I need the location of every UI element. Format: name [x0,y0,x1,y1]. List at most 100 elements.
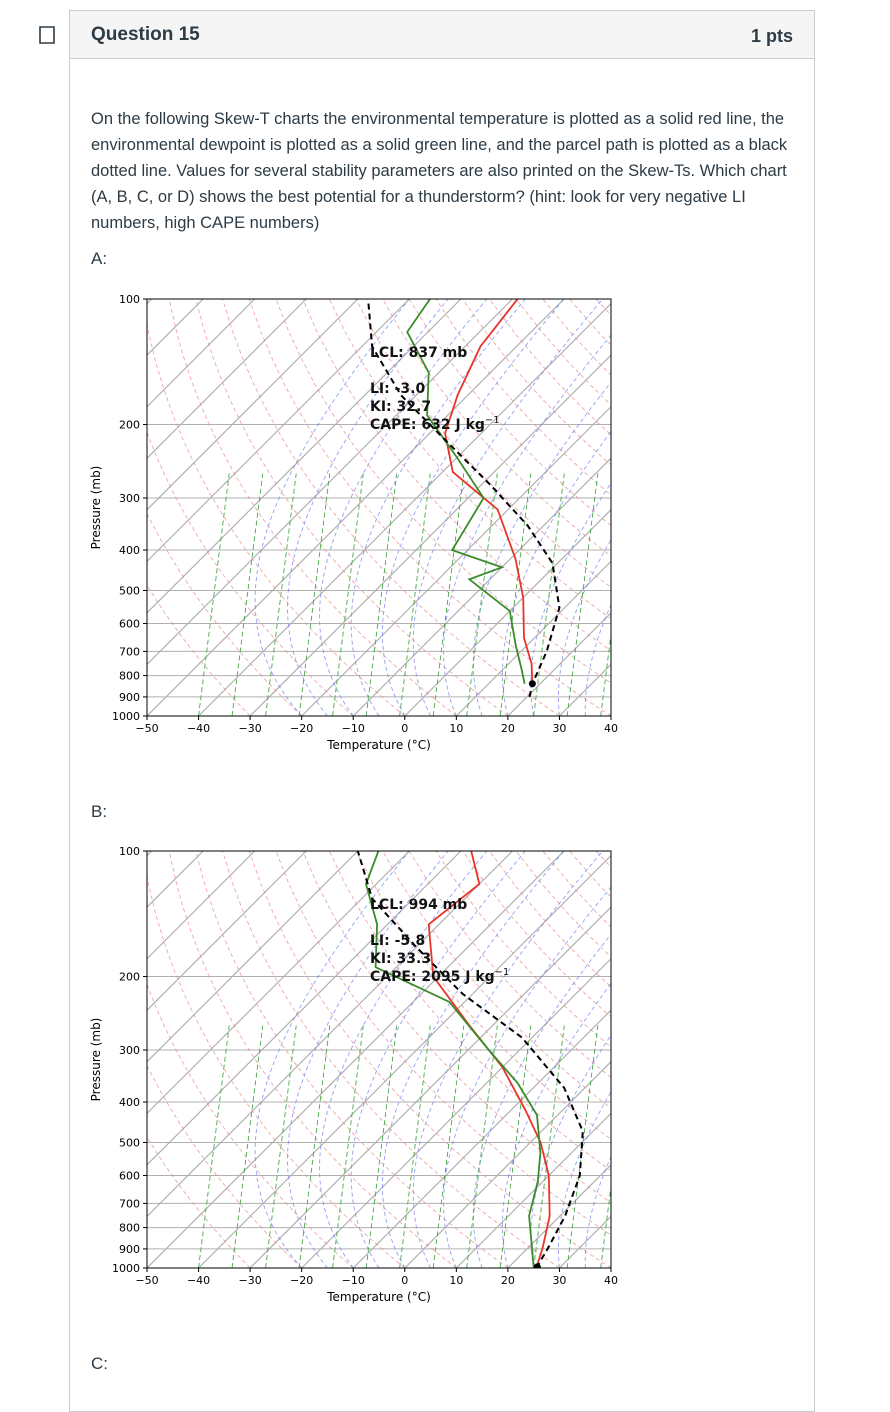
mixing-ratio-line [231,473,264,716]
isotherm-line [249,354,611,716]
lcl-point [528,680,536,688]
plot-area [147,299,611,716]
x-tick-label: 10 [449,1274,463,1287]
x-tick-label: 40 [604,722,618,735]
isotherm-line [455,1112,611,1268]
x-tick-label: 40 [604,1274,618,1287]
mixing-ratio-line [533,1025,565,1268]
moist-adiabat-line [350,299,526,716]
plot-frame [146,850,612,1269]
moist-adiabat-line [319,299,488,716]
dry-adiabat-line [515,299,611,406]
mixing-ratio-line [466,1025,498,1268]
x-tick-label: −20 [290,1274,313,1287]
dry-adiabat-line [147,430,354,716]
dry-adiabat-line [248,299,611,716]
dry-adiabat-line [147,584,251,716]
moist-adiabat-line [584,1155,611,1268]
dry-adiabat-line [302,299,611,652]
x-tick-label: −20 [290,722,313,735]
temperature-profile-line [444,299,534,684]
plot-area [147,851,630,1268]
dry-adiabat-line [382,299,611,557]
moist-adiabat-line [443,334,611,716]
dry-adiabat-line [355,851,611,1140]
y-tick-label: 200 [119,419,140,432]
isotherm-line [404,1060,611,1268]
isotherm-line [249,906,611,1268]
y-tick-label: 100 [119,845,140,858]
parcel-profile-line [356,851,584,1268]
option-label-b: B: [91,802,108,821]
question-title: Question 15 [91,24,200,45]
isotherm-line [147,299,565,716]
mixing-ratio-line [298,473,331,716]
mixing-ratio-line [566,473,599,716]
y-tick-label: 900 [119,691,140,704]
dry-adiabat-line [147,321,406,716]
y-tick-label: 500 [119,1136,140,1149]
mixing-ratio-line [399,473,431,716]
y-tick-label: 300 [119,492,140,505]
y-tick-label: 700 [119,645,140,658]
x-tick-label: −10 [342,722,365,735]
dry-adiabat-line [623,851,630,1268]
moist-adiabat-line [584,603,611,716]
mixing-ratio-line [365,473,398,716]
y-tick-label: 600 [119,617,140,630]
mixing-ratio-line [298,1025,331,1268]
moist-adiabat-line [610,709,611,716]
moist-adiabat-line [502,430,611,716]
question-prompt: On the following Skew-T charts the envir… [91,110,788,232]
parcel-profile-line [367,299,561,698]
x-tick-label: −40 [187,722,210,735]
x-axis-label: Temperature (°C) [326,1290,431,1304]
moist-adiabat-line [558,1090,611,1268]
mixing-ratio-line [332,473,364,716]
dry-adiabat-line [542,851,611,928]
x-tick-label: 30 [552,1274,566,1287]
y-tick-label: 600 [119,1169,140,1182]
question-points: 1 pts [750,26,793,46]
question-card: Question 15 1 pts On the following Skew-… [69,10,815,1412]
dry-adiabat-line [515,851,611,958]
moist-adiabat-line [472,381,611,716]
dry-adiabat-line [168,851,457,1268]
dry-adiabat-line [595,299,611,316]
mixing-ratio-line [499,1025,532,1268]
mixing-ratio-line [365,1025,398,1268]
bookmark-flag-icon[interactable] [37,25,57,45]
isotherm-line [301,957,611,1268]
x-tick-label: 20 [501,722,515,735]
isotherm-line [507,612,611,716]
isotherm-line [147,851,307,1012]
mixing-ratio-line [432,1025,465,1268]
dry-adiabat-line [569,851,611,898]
isotherm-line [147,299,256,408]
y-tick-label: 800 [119,670,140,683]
moist-adiabat-line [530,482,611,716]
dry-adiabat-line [147,982,354,1268]
mixing-ratio-line [466,473,498,716]
mixing-ratio-line [265,473,297,716]
isotherm-line [147,299,307,460]
dewpoint-profile-line [365,851,542,1268]
y-tick-label: 100 [119,293,140,306]
mixing-ratio-line [499,473,532,716]
x-tick-label: −30 [239,1274,262,1287]
dry-adiabat-line [168,299,457,716]
li-annotation: LI: -5.8 [370,933,425,949]
x-tick-label: 0 [401,1274,408,1287]
y-tick-label: 1000 [112,1262,140,1275]
dry-adiabat-line [222,851,560,1268]
dry-adiabat-line [147,1136,251,1268]
mixing-ratio-line [600,630,611,716]
isotherm-line [147,299,359,511]
moist-adiabat-line [558,538,611,716]
dry-adiabat-line [328,851,611,1172]
x-tick-label: −40 [187,1274,210,1287]
moist-adiabat-line [472,933,611,1268]
dry-adiabat-line [328,299,611,620]
